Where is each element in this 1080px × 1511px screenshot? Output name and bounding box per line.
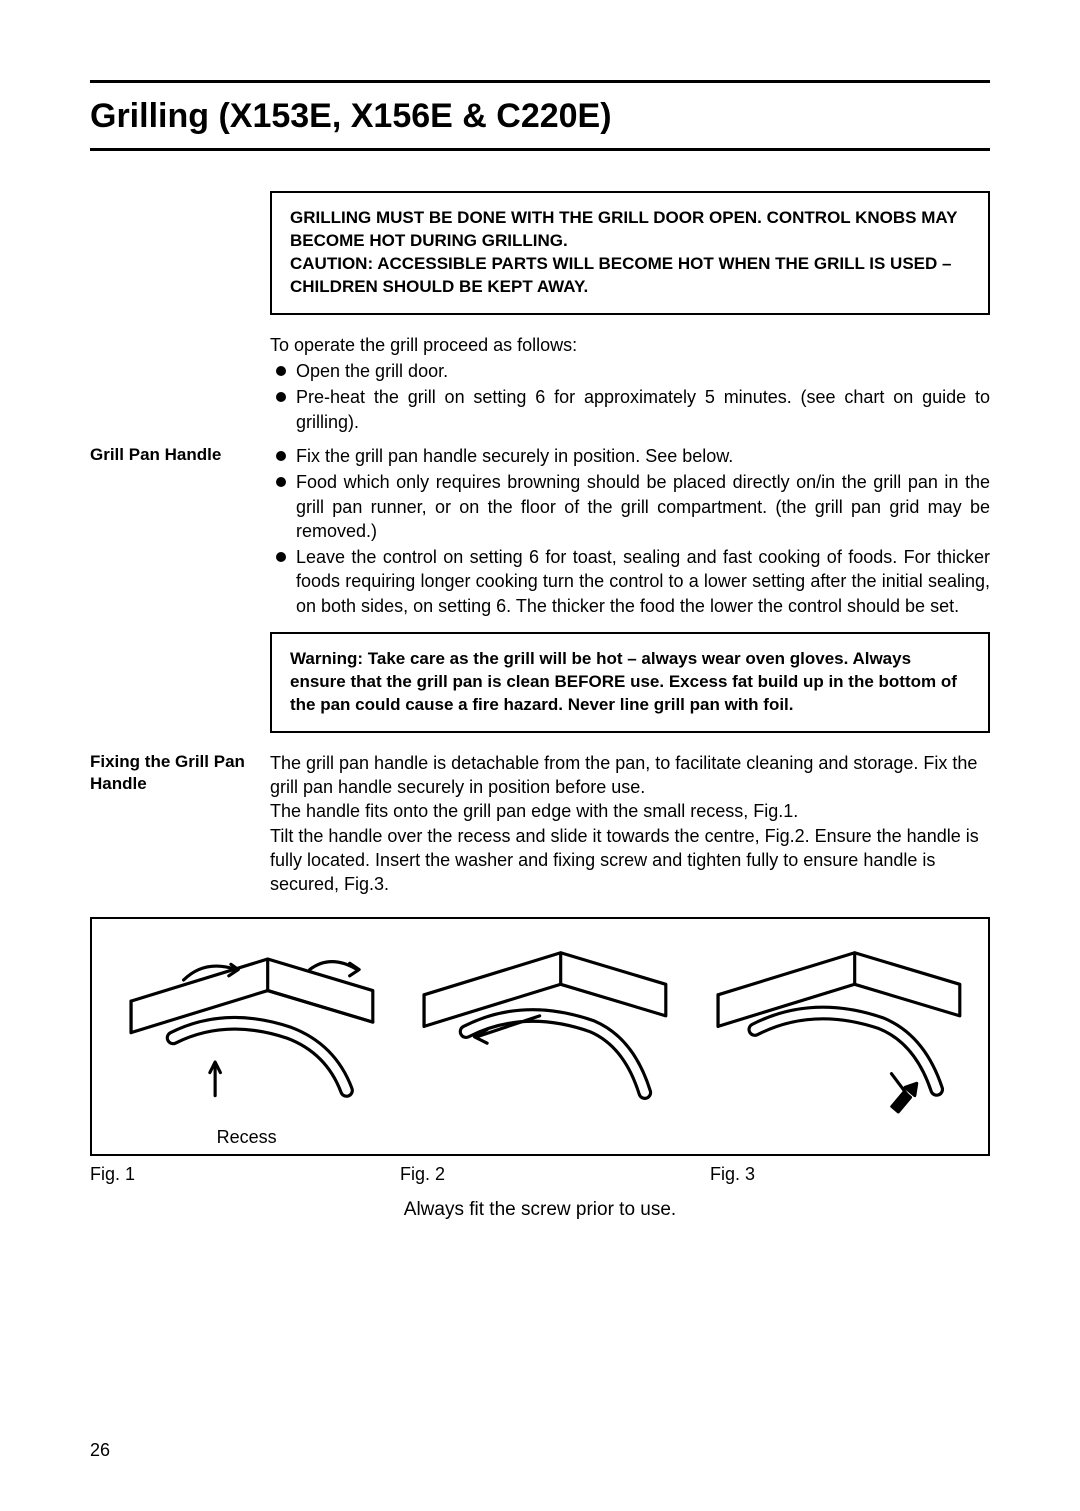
page-number: 26 — [90, 1440, 110, 1461]
bullet-item: Open the grill door. — [270, 359, 990, 383]
fig3-svg — [697, 937, 970, 1116]
fig2-svg — [403, 937, 676, 1116]
page-title: Grilling (X153E, X156E & C220E) — [90, 80, 990, 151]
bottom-note: Always fit the screw prior to use. — [90, 1199, 990, 1221]
figure-1: Recess — [110, 938, 383, 1149]
fig-caption-3: Fig. 3 — [680, 1164, 990, 1185]
side-label-fixing-handle: Fixing the Grill Pan Handle — [90, 751, 270, 795]
figure-2 — [403, 937, 676, 1149]
intro-text: To operate the grill proceed as follows: — [270, 333, 990, 357]
bullet-item: Fix the grill pan handle securely in pos… — [270, 444, 990, 468]
bullet-list-lower: Fix the grill pan handle securely in pos… — [270, 444, 990, 618]
recess-label: Recess — [110, 1127, 383, 1148]
main-content: GRILLING MUST BE DONE WITH THE GRILL DOO… — [90, 191, 990, 1221]
bullet-item: Food which only requires browning should… — [270, 470, 990, 543]
figure-captions: Fig. 1 Fig. 2 Fig. 3 — [90, 1164, 990, 1185]
figure-3 — [697, 937, 970, 1149]
fig-caption-2: Fig. 2 — [370, 1164, 680, 1185]
warning-box-mid: Warning: Take care as the grill will be … — [270, 632, 990, 733]
figures-box: Recess — [90, 917, 990, 1157]
side-label-grill-pan-handle: Grill Pan Handle — [90, 444, 270, 466]
bullet-item: Leave the control on setting 6 for toast… — [270, 545, 990, 618]
fixing-paragraph: The grill pan handle is detachable from … — [270, 751, 990, 897]
warning-box-top: GRILLING MUST BE DONE WITH THE GRILL DOO… — [270, 191, 990, 315]
bullet-list-upper: Open the grill door. Pre-heat the grill … — [270, 359, 990, 434]
fig1-svg — [110, 938, 383, 1117]
fig-caption-1: Fig. 1 — [90, 1164, 370, 1185]
bullet-item: Pre-heat the grill on setting 6 for appr… — [270, 385, 990, 434]
